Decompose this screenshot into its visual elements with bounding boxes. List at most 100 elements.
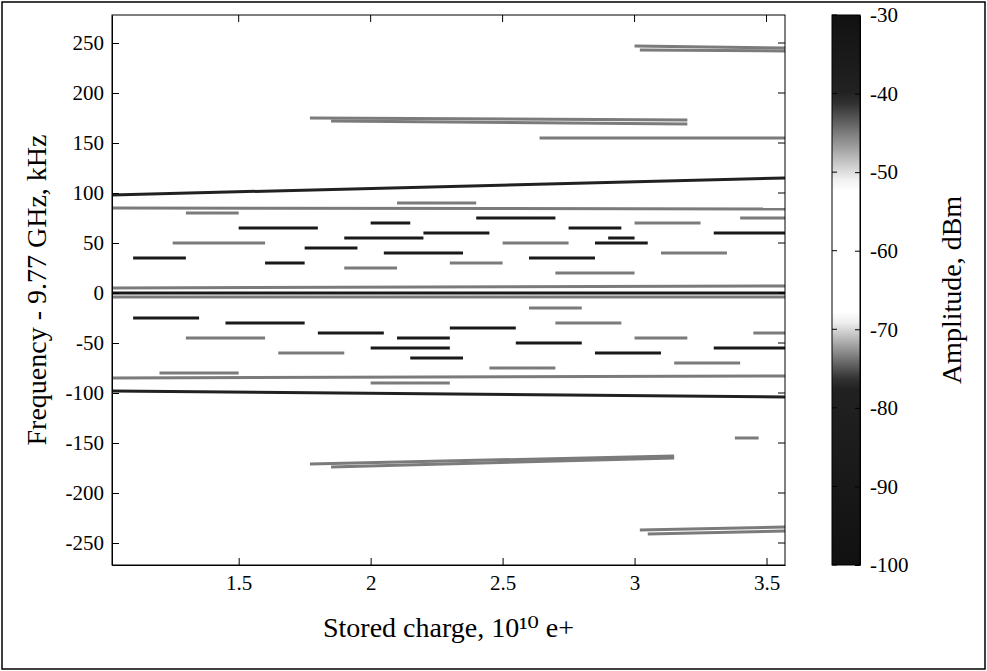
x-axis-top-tick-mark bbox=[634, 15, 635, 22]
spectrum-streak bbox=[516, 342, 582, 345]
spectrum-streak bbox=[735, 437, 759, 440]
y-axis-right-tick-mark bbox=[778, 443, 785, 444]
x-axis-tick-label: 1.5 bbox=[226, 571, 252, 595]
colorbar-axis-tick: -70 bbox=[855, 318, 898, 342]
spectrum-streak bbox=[714, 232, 785, 235]
y-axis-tick-label: -150 bbox=[66, 431, 105, 455]
spectrum-streak bbox=[371, 347, 450, 350]
colorbar-axis-tick-mark bbox=[855, 94, 860, 95]
spectrum-streak bbox=[640, 527, 785, 530]
x-axis-tick-mark bbox=[239, 558, 240, 565]
colorbar-axis-tick-mark bbox=[855, 15, 860, 16]
colorbar-axis-tick-label: -80 bbox=[870, 396, 898, 420]
colorbar-axis-tick-mark bbox=[855, 408, 860, 409]
spectrum-streak bbox=[450, 327, 516, 330]
y-axis-right-tick-mark bbox=[778, 343, 785, 344]
spectrum-streak bbox=[476, 217, 555, 220]
spectrum-streak bbox=[318, 332, 384, 335]
y-axis-tick-mark bbox=[112, 193, 119, 194]
colorbar-axis-tick-label: -40 bbox=[870, 82, 898, 106]
spectrum-streak bbox=[371, 382, 450, 385]
colorbar-axis-tick-label: -90 bbox=[870, 475, 898, 499]
spectrum-streak bbox=[714, 347, 785, 350]
y-axis-tick-label: 0 bbox=[94, 281, 105, 305]
spectrum-streak bbox=[569, 227, 622, 230]
spectrum-streak bbox=[112, 208, 785, 209]
colorbar-axis-tick: -60 bbox=[855, 239, 898, 263]
spectrum-streak bbox=[595, 352, 661, 355]
spectrum-streak bbox=[331, 458, 674, 467]
y-axis-tick: 0 bbox=[94, 281, 120, 305]
colorbar-left-tick-mark bbox=[832, 329, 837, 330]
spectrum-streak bbox=[186, 337, 265, 340]
spectrum-streak bbox=[112, 292, 785, 295]
spectrum-streak bbox=[344, 267, 397, 270]
y-axis-tick: -200 bbox=[66, 481, 120, 505]
spectrum-streak bbox=[529, 257, 595, 260]
colorbar-axis-tick: -90 bbox=[855, 475, 898, 499]
chart-svg: 1.522.533.5-250-200-150-100-500501001502… bbox=[0, 0, 987, 671]
y-axis-tick-label: -100 bbox=[66, 381, 105, 405]
x-axis-tick: 3 bbox=[630, 558, 641, 595]
x-axis-tick-mark bbox=[503, 558, 504, 565]
y-axis-tick-label: -200 bbox=[66, 481, 105, 505]
spectrum-streak bbox=[540, 137, 785, 140]
spectrum-streak bbox=[310, 118, 687, 120]
spectrum-streak bbox=[753, 332, 785, 335]
plot-frame bbox=[112, 15, 785, 565]
colorbar-left-tick-mark bbox=[832, 15, 837, 16]
x-axis-tick-mark bbox=[635, 558, 636, 565]
colorbar-left-tick-mark bbox=[832, 250, 837, 251]
y-axis-tick: 200 bbox=[73, 81, 120, 105]
spectrum-streak bbox=[397, 337, 450, 340]
spectrum-streak bbox=[635, 46, 785, 48]
y-axis-tick-mark bbox=[112, 393, 119, 394]
x-axis-tick: 3.5 bbox=[754, 558, 780, 595]
y-axis-tick: 250 bbox=[73, 31, 120, 55]
y-axis-tick: -150 bbox=[66, 431, 120, 455]
colorbar-axis-tick-label: -60 bbox=[870, 239, 898, 263]
spectrum-streak bbox=[331, 121, 687, 124]
y-axis-tick-mark bbox=[112, 293, 119, 294]
colorbar-axis-tick-mark bbox=[855, 172, 860, 173]
spectrum-streak bbox=[635, 222, 701, 225]
spectrum-streak bbox=[661, 252, 727, 255]
y-axis-tick-label: 100 bbox=[73, 181, 105, 205]
x-axis-tick-label: 2.5 bbox=[490, 571, 516, 595]
spectrum-streak bbox=[384, 252, 463, 255]
figure-frame bbox=[2, 2, 985, 669]
colorbar-axis-tick: -50 bbox=[855, 160, 898, 184]
spectrum-streak bbox=[112, 178, 785, 195]
x-axis-title: Stored charge, 10¹⁰ e+ bbox=[323, 612, 574, 643]
spectrum-streak bbox=[239, 227, 318, 230]
colorbar-axis-tick-label: -30 bbox=[870, 3, 898, 27]
y-axis-tick-mark bbox=[112, 43, 119, 44]
y-axis-tick-label: 200 bbox=[73, 81, 105, 105]
colorbar-left-tick-mark bbox=[832, 565, 837, 566]
colorbar-axis-tick-mark bbox=[855, 486, 860, 487]
y-axis-tick: 50 bbox=[83, 231, 119, 255]
y-axis-tick-mark bbox=[112, 343, 119, 344]
colorbar-axis-tick-mark bbox=[855, 565, 860, 566]
spectrum-streak bbox=[112, 296, 785, 299]
y-axis-tick-label: -50 bbox=[76, 331, 104, 355]
spectrum-streak bbox=[397, 202, 476, 205]
spectrum-streak bbox=[608, 237, 634, 240]
x-axis-top-tick-mark bbox=[502, 15, 503, 22]
y-axis-tick: -50 bbox=[76, 331, 119, 355]
y-axis-tick-label: 250 bbox=[73, 31, 105, 55]
spectrum-streak bbox=[173, 242, 265, 245]
y-axis-right-tick-mark bbox=[778, 243, 785, 244]
spectrum-streak bbox=[160, 372, 239, 375]
y-axis-right-tick-mark bbox=[778, 543, 785, 544]
plot-area bbox=[112, 46, 785, 534]
colorbar-axis-tick-label: -100 bbox=[870, 553, 909, 577]
spectrum-streak bbox=[133, 317, 199, 320]
spectrum-streak bbox=[186, 212, 239, 215]
y-axis-tick: 150 bbox=[73, 131, 120, 155]
spectrum-streak bbox=[112, 391, 785, 397]
colorbar-axis-tick: -30 bbox=[855, 3, 898, 27]
x-axis-top-tick-mark bbox=[370, 15, 371, 22]
spectrum-streak bbox=[371, 222, 411, 225]
spectrum-streak bbox=[555, 272, 634, 275]
